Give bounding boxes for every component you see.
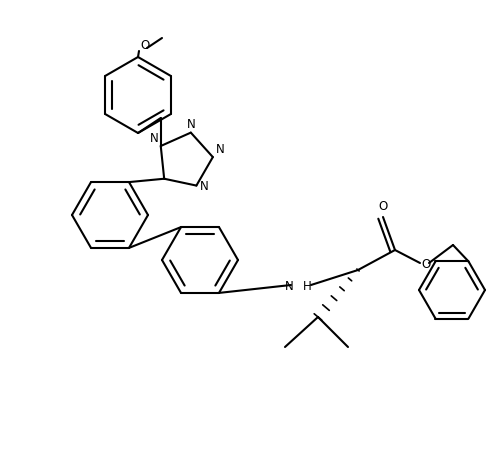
Text: N: N (200, 180, 208, 192)
Text: O: O (140, 39, 149, 52)
Text: N: N (186, 117, 195, 130)
Text: O: O (378, 200, 388, 212)
Text: N: N (285, 279, 294, 292)
Text: O: O (421, 257, 430, 270)
Text: N: N (150, 131, 159, 145)
Text: N: N (216, 143, 225, 156)
Text: H: H (303, 279, 312, 292)
